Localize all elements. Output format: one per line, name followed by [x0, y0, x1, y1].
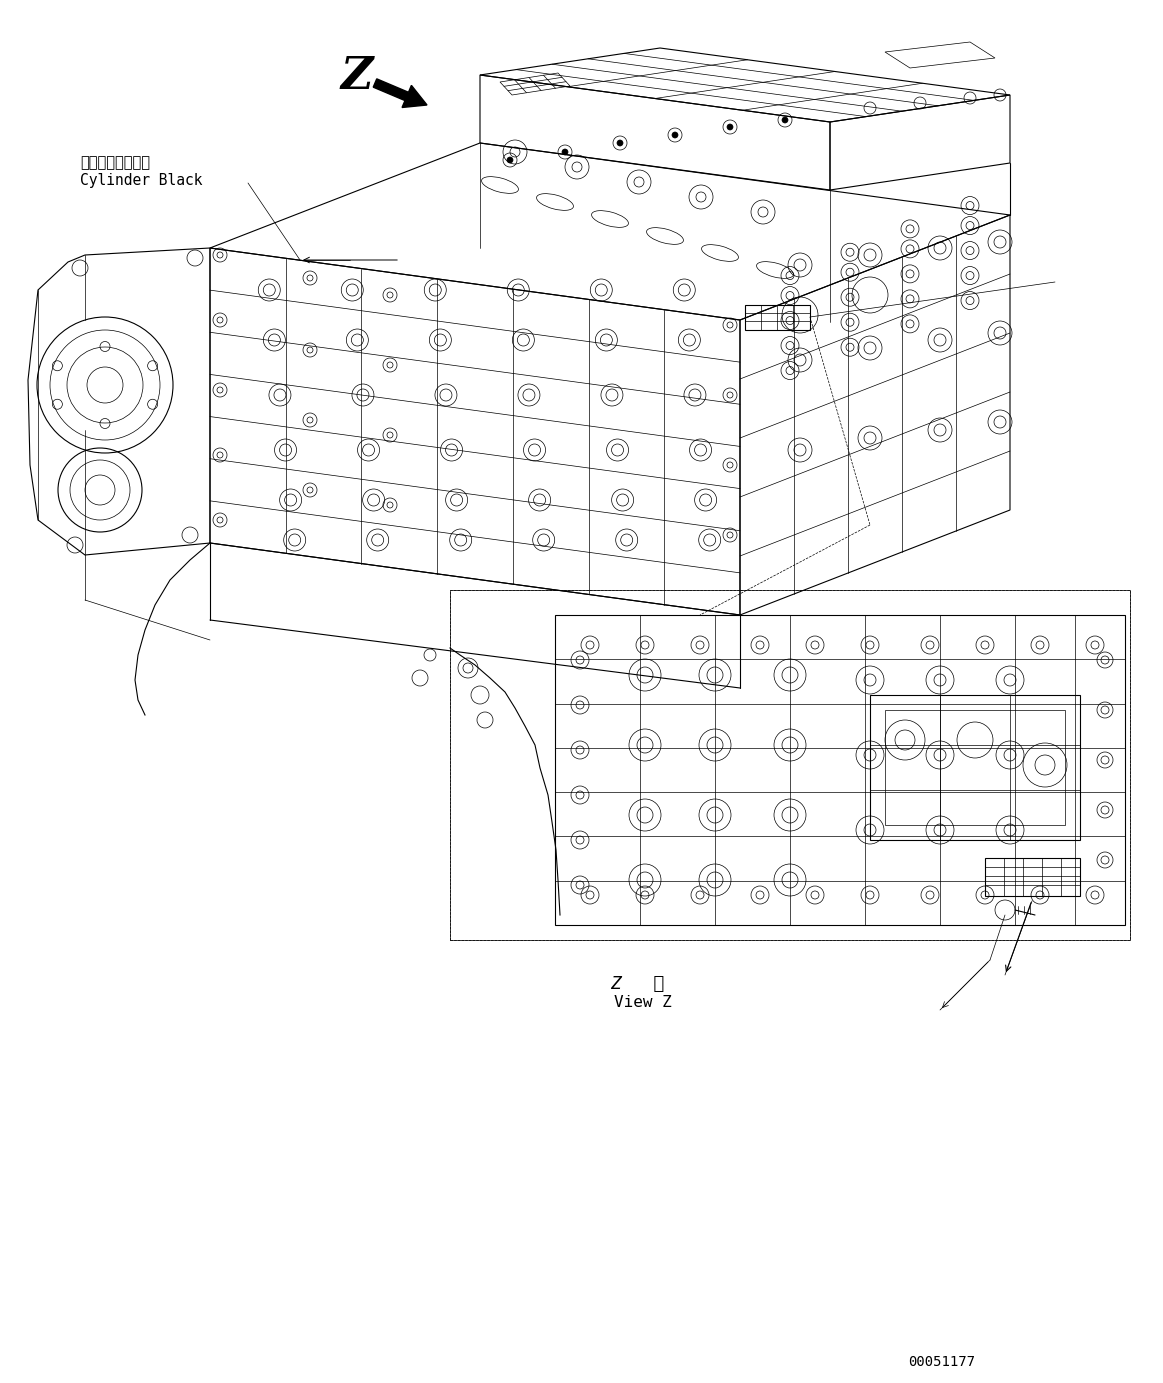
Circle shape: [727, 124, 733, 130]
Bar: [450, 591, 1130, 940]
Text: 00051177: 00051177: [908, 1355, 975, 1369]
Circle shape: [507, 158, 513, 163]
Bar: [870, 696, 1080, 839]
Circle shape: [618, 140, 623, 147]
Text: View Z: View Z: [614, 994, 672, 1010]
Text: Z   視: Z 視: [611, 975, 664, 993]
Text: シリンダブロック: シリンダブロック: [80, 155, 150, 170]
Text: Cylinder Black: Cylinder Black: [80, 173, 202, 188]
Bar: [745, 306, 809, 331]
Bar: [985, 857, 1080, 896]
Text: Z: Z: [340, 55, 372, 98]
FancyArrow shape: [373, 79, 427, 108]
Circle shape: [672, 131, 678, 138]
Circle shape: [782, 118, 789, 123]
Circle shape: [562, 149, 568, 155]
Bar: [885, 709, 1065, 826]
